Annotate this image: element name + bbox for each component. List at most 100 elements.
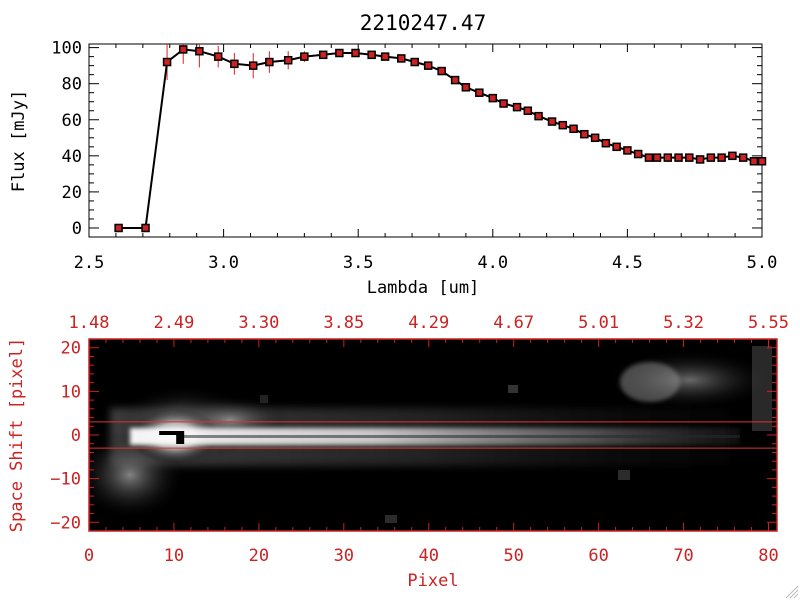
x-tick-label: 3.5 xyxy=(343,253,374,273)
x-tick-label: 60 xyxy=(588,546,608,566)
wavelength-tick-label: 5.55 xyxy=(748,313,789,333)
y-tick-label: 0 xyxy=(72,219,82,239)
wavelength-tick-label: 3.85 xyxy=(323,313,364,333)
y-tick-label: 100 xyxy=(51,39,82,59)
data-point xyxy=(706,153,716,162)
x-tick-label: 40 xyxy=(419,546,439,566)
spectrum-line xyxy=(118,48,762,229)
resize-grip-icon[interactable] xyxy=(785,585,799,599)
spectrum-x-axis-label: Lambda [um] xyxy=(367,278,480,298)
data-point xyxy=(644,153,654,162)
y-tick-label: −20 xyxy=(50,513,81,533)
data-point xyxy=(547,117,557,126)
data-point xyxy=(248,61,258,70)
data-point xyxy=(685,153,694,162)
data-point xyxy=(423,61,433,70)
data-point xyxy=(283,55,293,65)
x-tick-label: 70 xyxy=(673,546,693,566)
x-tick-label: 4.5 xyxy=(612,253,643,273)
peak-marker-block xyxy=(176,431,185,444)
data-point xyxy=(300,52,309,61)
wavelength-tick-label: 2.49 xyxy=(153,313,194,333)
spectrum-markers xyxy=(114,45,767,233)
data-point xyxy=(351,48,360,58)
data-point xyxy=(590,133,600,143)
data-point xyxy=(717,153,726,162)
data-point xyxy=(230,59,239,69)
data-point xyxy=(410,57,419,67)
y-tick-label: 20 xyxy=(62,183,82,203)
spectrum-plot-area xyxy=(88,43,763,238)
x-tick-label: 5.0 xyxy=(747,253,778,273)
data-point xyxy=(335,48,344,58)
data-point xyxy=(623,146,632,155)
data-point xyxy=(580,129,589,139)
data-point xyxy=(461,83,471,92)
x-tick-label: 3.0 xyxy=(208,253,239,273)
data-point xyxy=(534,111,543,121)
wavelength-tick-label: 5.01 xyxy=(578,313,619,333)
x-tick-label: 0 xyxy=(84,546,94,566)
data-point xyxy=(663,153,673,162)
data-point xyxy=(652,153,662,162)
data-point xyxy=(475,88,484,97)
data-point xyxy=(499,99,508,108)
data-point xyxy=(162,57,172,67)
chart-title: 2210247.47 xyxy=(360,11,486,35)
data-point xyxy=(757,156,767,166)
data-point xyxy=(397,54,406,63)
x-tick-label: 30 xyxy=(334,546,354,566)
image-x-axis-label: Pixel xyxy=(407,571,458,591)
data-point xyxy=(450,75,460,85)
image-axis-ticks: 0 10 20 30 40 50 60 70 80 1.48 2.49 3.30 3.85 4.29 4.6… xyxy=(50,313,789,566)
peak-marker-bar xyxy=(159,431,180,435)
wavelength-tick-label: 1.48 xyxy=(69,313,110,333)
y-tick-label: 40 xyxy=(62,147,82,167)
data-point xyxy=(114,223,123,233)
data-point xyxy=(749,156,759,166)
y-tick-label: 60 xyxy=(62,111,82,131)
data-point xyxy=(437,66,446,76)
data-point xyxy=(728,151,737,161)
data-point xyxy=(633,149,643,159)
data-point xyxy=(318,50,328,60)
source-peak-marker xyxy=(159,431,185,444)
data-point xyxy=(141,223,150,233)
data-point xyxy=(569,124,578,134)
data-point xyxy=(195,46,204,56)
data-point xyxy=(738,153,748,162)
wavelength-tick-label: 4.67 xyxy=(493,313,534,333)
data-point xyxy=(601,138,611,148)
x-tick-label: 80 xyxy=(758,546,778,566)
spectrum-axis-ticks: 2.5 3.0 3.5 4.0 4.5 5.0 0 20 40 60 80 100 xyxy=(51,39,777,273)
x-tick-label: 10 xyxy=(164,546,184,566)
y-tick-label: −10 xyxy=(50,470,81,490)
y-tick-label: 80 xyxy=(62,75,82,95)
x-tick-label: 20 xyxy=(249,546,269,566)
x-tick-label: 50 xyxy=(503,546,523,566)
data-point xyxy=(558,120,568,130)
data-point xyxy=(380,52,390,61)
data-point xyxy=(523,106,533,115)
extraction-window xyxy=(89,421,777,449)
image-y-axis-label: Space Shift [pixel] xyxy=(7,338,27,532)
data-point xyxy=(612,142,621,152)
y-tick-label: 20 xyxy=(61,339,81,359)
data-point xyxy=(512,102,522,112)
data-point xyxy=(488,93,498,103)
wavelength-tick-label: 4.29 xyxy=(408,313,449,333)
data-point xyxy=(213,52,223,61)
y-tick-label: 10 xyxy=(61,382,81,402)
data-point xyxy=(695,155,705,164)
x-tick-label: 2.5 xyxy=(74,253,105,273)
data-point xyxy=(178,45,188,54)
data-point xyxy=(265,57,274,67)
spectrum-y-axis-label: Flux [mJy] xyxy=(9,90,29,192)
data-point xyxy=(674,153,683,162)
wavelength-tick-label: 5.32 xyxy=(663,313,704,333)
y-tick-label: 0 xyxy=(71,426,81,446)
wavelength-tick-label: 3.30 xyxy=(238,313,279,333)
data-point xyxy=(367,50,376,60)
spectrum-image xyxy=(89,339,777,531)
